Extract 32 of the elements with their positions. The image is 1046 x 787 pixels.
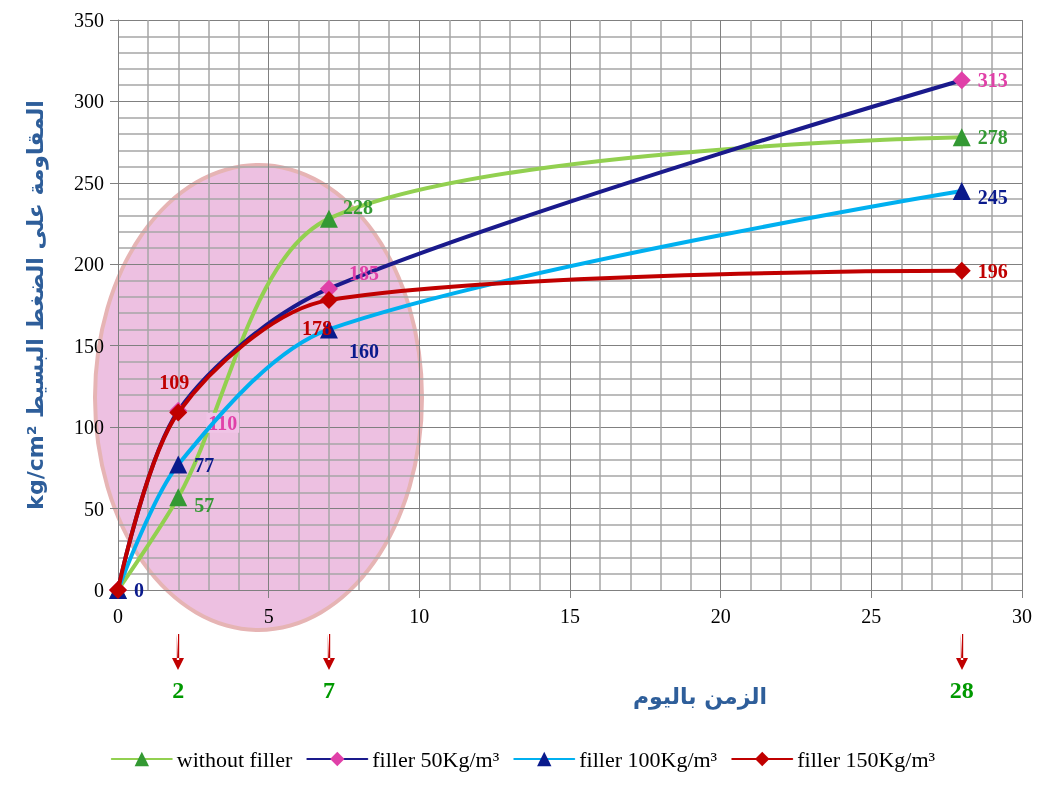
data-label: 196: [977, 259, 1008, 282]
data-label: 313: [977, 69, 1008, 92]
x-tick-label: 5: [263, 605, 274, 627]
x-tick-label: 0: [113, 605, 123, 627]
y-tick-label: 300: [74, 90, 104, 113]
data-label: 0: [134, 579, 144, 601]
y-tick-label: 350: [74, 9, 104, 31]
y-tick-label: 200: [74, 253, 104, 276]
x-tick-label: 10: [409, 605, 430, 627]
legend-label: filler 150Kg/m³: [797, 746, 936, 772]
x-tick-label: 30: [1012, 605, 1032, 627]
x-tick-label: 20: [710, 605, 731, 627]
y-axis-title: kg/cm² المقاومة على الضغط البسيط: [22, 100, 49, 510]
x-tick-label: 15: [560, 605, 580, 627]
y-tick-label: 100: [74, 416, 104, 439]
x-tick-label: 25: [861, 605, 882, 627]
data-label: 109: [159, 371, 190, 394]
legend-label: filler 100Kg/m³: [579, 746, 718, 772]
data-label: 160: [348, 340, 379, 363]
legend-label: without filler: [176, 746, 293, 772]
text: 28: [949, 677, 974, 703]
y-tick-label: 150: [74, 334, 104, 357]
y-tick-label: 250: [74, 171, 104, 194]
y-tick-label: 50: [84, 497, 104, 520]
y-tick-label: 0: [94, 579, 104, 601]
x-axis-title: الزمن باليوم: [632, 683, 768, 710]
data-label: 77: [194, 453, 215, 476]
data-label: 278: [977, 126, 1008, 149]
text: 7: [322, 677, 335, 703]
text: 2: [172, 677, 185, 703]
data-label: 245: [977, 186, 1008, 208]
legend-label: filler 50Kg/m³: [372, 746, 500, 772]
